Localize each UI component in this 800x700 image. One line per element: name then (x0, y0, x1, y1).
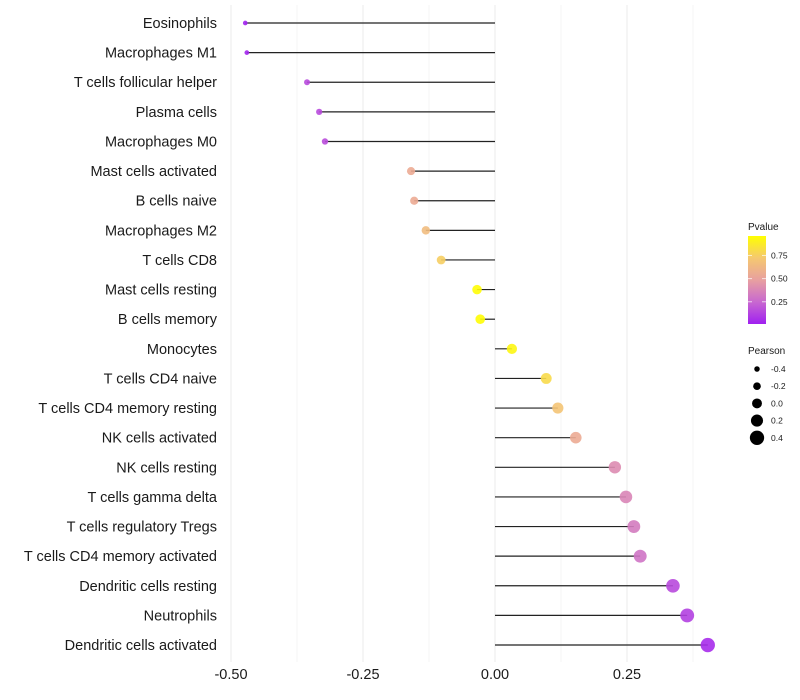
y-axis-label: Macrophages M1 (105, 46, 217, 62)
size-legend-dot (752, 398, 762, 409)
lollipop-point (436, 255, 446, 265)
segments (245, 22, 708, 646)
size-legend-label: 0.0 (771, 398, 783, 408)
lollipop-point (242, 20, 248, 26)
y-axis-label: Mast cells resting (105, 283, 217, 299)
lollipop-point (506, 343, 518, 354)
y-axis-label: Mast cells activated (90, 164, 217, 180)
y-axis-label: T cells CD8 (142, 253, 217, 269)
y-axis-label: Monocytes (147, 342, 217, 358)
pvalue-colorbar (748, 236, 766, 324)
pearson-legend-title: Pearson (748, 346, 785, 357)
y-axis-label: Dendritic cells activated (65, 638, 217, 654)
y-axis-label: T cells CD4 memory resting (38, 401, 217, 417)
lollipop-point (472, 284, 482, 295)
lollipop-point (475, 314, 486, 325)
points (242, 20, 715, 653)
colorbar-tick-label: 0.50 (771, 274, 788, 284)
lollipop-point (633, 549, 647, 563)
size-legend-label: 0.2 (771, 416, 783, 426)
size-legend-label: -0.4 (771, 364, 786, 374)
lollipop-point (421, 226, 431, 235)
y-axis-label: NK cells activated (102, 431, 217, 447)
colorbar-tick-label: 0.75 (771, 250, 788, 260)
size-legend-label: 0.4 (771, 433, 783, 443)
lollipop-point (552, 402, 564, 414)
y-axis-label: T cells CD4 memory activated (24, 549, 217, 565)
lollipop-point (406, 167, 416, 176)
size-legend-dot (750, 414, 764, 427)
lollipop-point (244, 50, 250, 55)
lollipop-point (321, 138, 329, 145)
y-axis-label: B cells naive (136, 194, 217, 210)
y-axis-label: Plasma cells (136, 105, 217, 121)
y-axis-label: Eosinophils (143, 16, 217, 32)
lollipop-point (680, 608, 695, 623)
lollipop-point (666, 578, 680, 593)
x-axis-tick-label: 0.00 (481, 667, 509, 683)
size-legend-dot (749, 430, 765, 445)
x-axis-tick-label: -0.25 (346, 667, 379, 683)
x-axis-tick-labels: -0.50 -0.25 0.00 0.25 (214, 667, 641, 683)
pvalue-legend: Pvalue 0.75 0.50 0.25 (748, 222, 788, 324)
y-axis-label: T cells follicular helper (74, 75, 217, 91)
lollipop-point (608, 461, 622, 474)
lollipop-point (316, 108, 323, 115)
size-legend-dot (753, 382, 761, 391)
pearson-legend: Pearson -0.4 -0.2 0.0 0.2 0.4 (748, 346, 786, 445)
y-axis-label: T cells regulatory Tregs (67, 520, 217, 536)
x-axis-tick-label: -0.50 (214, 667, 247, 683)
lollipop-point (619, 490, 633, 504)
lollipop-point (540, 372, 552, 384)
size-legend-label: -0.2 (771, 381, 786, 391)
pvalue-legend-title: Pvalue (748, 222, 779, 233)
size-legend-dot (754, 366, 760, 372)
lollipop-point (569, 431, 582, 444)
lollipop-point (304, 79, 311, 86)
lollipop-point (627, 520, 641, 533)
x-axis-tick-label: 0.25 (613, 667, 641, 683)
y-axis-label: Dendritic cells resting (79, 579, 217, 595)
y-axis-labels: Eosinophils Macrophages M1 T cells follicu… (24, 16, 218, 654)
y-axis-label: Macrophages M2 (105, 223, 217, 239)
y-axis-label: B cells memory (118, 312, 218, 328)
y-axis-label: Macrophages M0 (105, 134, 217, 150)
y-axis-label: T cells gamma delta (88, 490, 218, 506)
grid-lines (230, 5, 694, 662)
lollipop-point (410, 196, 419, 205)
lollipop-point (700, 637, 715, 653)
colorbar-tick-label: 0.25 (771, 297, 788, 307)
y-axis-label: T cells CD4 naive (104, 371, 217, 387)
y-axis-label: NK cells resting (116, 460, 217, 476)
y-axis-label: Neutrophils (144, 608, 217, 624)
